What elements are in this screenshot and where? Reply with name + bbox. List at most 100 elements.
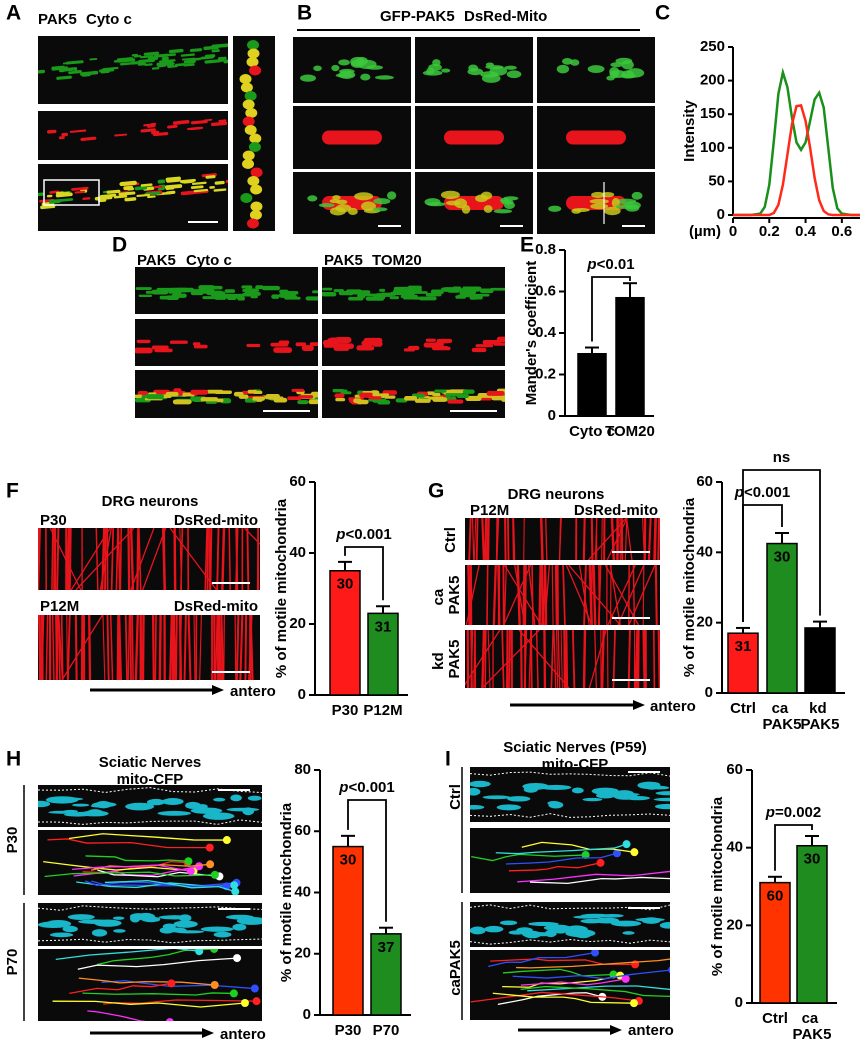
y-tick-label: 100: [700, 139, 725, 156]
kymo-track: [482, 630, 486, 688]
kymo-track: [470, 630, 474, 688]
micrograph: [38, 949, 262, 1021]
track: [44, 871, 215, 878]
pak5: [373, 198, 391, 205]
kymo-track: [142, 528, 167, 590]
kymo-track: [129, 528, 135, 590]
label: DsRed-mito: [174, 512, 258, 529]
y-tick-label: 60: [289, 473, 306, 490]
bar: [577, 353, 607, 417]
kymo-track: [475, 518, 479, 560]
n-label: 37: [378, 939, 395, 956]
signal: [68, 70, 81, 75]
mito: [444, 130, 504, 145]
bar: [370, 933, 402, 1016]
mito: [230, 794, 242, 802]
kymo-track: [136, 528, 140, 590]
micrograph-content: [444, 130, 504, 145]
track-end: [622, 840, 631, 849]
track: [495, 843, 627, 855]
mito: [523, 786, 539, 793]
x-tick-label: ca PAK5: [793, 1010, 832, 1043]
track-end: [712, 987, 720, 995]
micrograph-content: [422, 59, 522, 83]
mito: [159, 927, 175, 934]
y-axis-label: % of motile mitochondria: [681, 497, 698, 677]
micrograph-content: [239, 40, 263, 229]
signal: [144, 63, 153, 67]
arrow-label: antero: [628, 1022, 674, 1039]
panel-letter: F: [6, 480, 19, 503]
x-tick-label: TOM20: [605, 423, 655, 440]
signal: [119, 180, 137, 187]
mito: [247, 176, 260, 186]
mito: [250, 184, 263, 195]
signal: [166, 190, 176, 195]
micrograph: [322, 319, 505, 366]
signal: [190, 120, 208, 125]
y-tick-label: 20: [289, 615, 306, 632]
mito: [244, 125, 257, 135]
kymo-track: [235, 528, 239, 590]
kymo-track: [557, 630, 561, 688]
mito: [95, 801, 112, 809]
y-tick-label: 40: [294, 883, 311, 900]
kymo-track: [516, 565, 521, 625]
track-end: [591, 950, 600, 957]
y-tick-label: 20: [726, 916, 743, 933]
panel-letter: I: [445, 748, 451, 771]
y-tick-label: 50: [708, 172, 725, 189]
mito: [250, 201, 263, 212]
kymo-track: [223, 615, 225, 680]
kymo-track: [172, 615, 177, 680]
signal: [194, 189, 209, 194]
label: P70: [4, 949, 21, 976]
kymo-track: [95, 528, 99, 590]
pak5: [615, 57, 633, 65]
kymo-track: [512, 518, 516, 560]
mito: [49, 932, 74, 938]
track: [516, 958, 670, 969]
kymo-track: [88, 615, 92, 680]
signal: [69, 129, 87, 133]
pak5: [590, 203, 609, 210]
signal: [180, 190, 196, 196]
y-tick-label: 200: [700, 72, 725, 89]
pak5: [331, 64, 340, 72]
label: P12M: [40, 598, 79, 615]
kymo-track: [110, 528, 115, 590]
pak5: [440, 190, 460, 200]
mito: [250, 167, 263, 178]
kymo-track: [604, 565, 640, 625]
mito: [566, 130, 626, 145]
bar: [367, 612, 399, 696]
signal: [89, 58, 98, 61]
track-end: [210, 949, 219, 953]
mito: [622, 931, 635, 935]
micrograph-content: [135, 388, 318, 405]
signal: [56, 75, 72, 80]
signal: [134, 185, 148, 191]
kymo-track: [465, 565, 480, 625]
signal: [65, 60, 84, 65]
stain-label: Cyto c: [186, 252, 232, 269]
nerve-edge: [38, 787, 262, 794]
mito: [200, 926, 234, 932]
signal: [118, 191, 136, 196]
kymo-track: [588, 630, 607, 688]
kymo-track: [484, 518, 488, 560]
track-end: [229, 989, 238, 998]
pak5: [441, 68, 451, 73]
pak5: [467, 68, 484, 76]
micrograph-content: [300, 56, 394, 82]
signal: [120, 61, 137, 66]
mito: [496, 804, 522, 811]
kymo-track: [492, 565, 497, 625]
track: [517, 870, 670, 883]
track-end: [165, 1018, 174, 1021]
kymo-track: [503, 565, 532, 625]
kymo-track: [106, 615, 110, 680]
signal: [113, 59, 124, 63]
y-tick-label: 60: [726, 761, 743, 778]
y-tick-label: 0: [705, 684, 713, 701]
